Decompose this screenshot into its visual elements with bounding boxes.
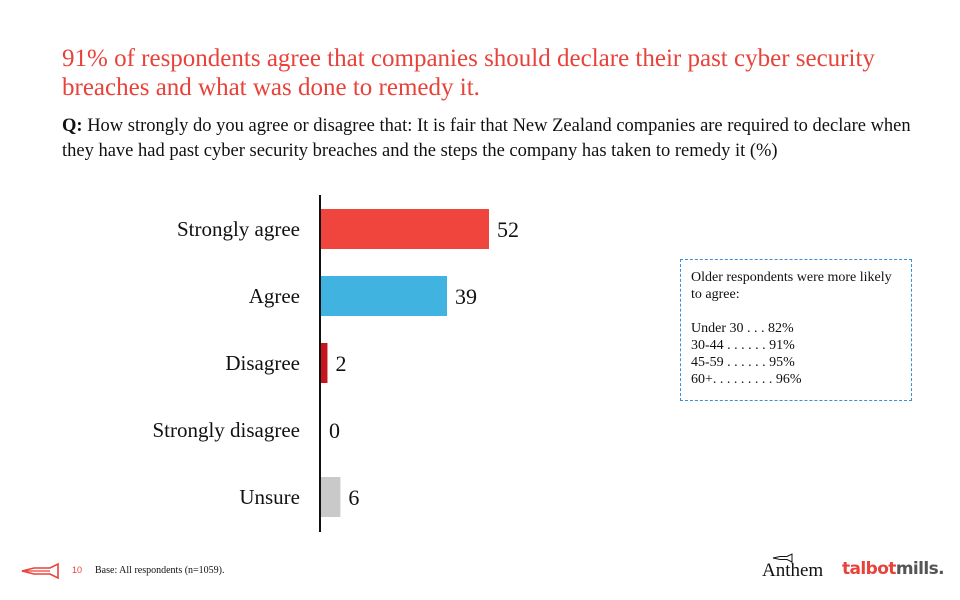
bar <box>321 276 447 316</box>
age-callout-box: Older respondents were more likely to ag… <box>680 259 912 401</box>
category-label: Agree <box>249 284 300 308</box>
callout-stat-row: Under 30 . . . 82% <box>691 321 794 336</box>
trumpet-logo-icon <box>21 562 59 580</box>
callout-stats: Under 30 . . . 82% 30-44 . . . . . . 91%… <box>691 320 901 388</box>
talbotmills-logo-part2: mills. <box>895 559 945 579</box>
callout-stat-row: 45-59 . . . . . . 95% <box>691 355 795 370</box>
value-label: 52 <box>497 217 519 242</box>
talbotmills-logo: talbotmills. <box>842 559 945 579</box>
bar <box>321 209 489 249</box>
page-headline: 91% of respondents agree that companies … <box>62 45 875 101</box>
bar <box>321 477 341 517</box>
question-prefix: Q: <box>62 116 83 136</box>
category-label: Unsure <box>239 485 300 509</box>
talbotmills-logo-part1: talbot <box>842 559 896 579</box>
value-label: 6 <box>348 485 359 510</box>
callout-title: Older respondents were more likely to ag… <box>691 270 892 302</box>
category-label: Strongly disagree <box>152 418 300 442</box>
page-number: 10 <box>72 565 83 575</box>
anthem-trumpet-icon <box>772 553 793 563</box>
value-label: 2 <box>335 351 346 376</box>
value-labels: 52 39 2 0 6 <box>329 217 519 510</box>
category-label: Disagree <box>225 351 300 375</box>
survey-question: Q: How strongly do you agree or disagree… <box>62 114 922 164</box>
callout-stat-row: 60+. . . . . . . . . 96% <box>691 372 802 387</box>
base-note: Base: All respondents (n=1059). <box>95 565 225 576</box>
category-labels: Strongly agree Agree Disagree Strongly disa… <box>152 217 300 509</box>
category-label: Strongly agree <box>177 217 300 241</box>
bar <box>321 343 328 383</box>
value-label: 39 <box>455 284 477 309</box>
callout-stat-row: 30-44 . . . . . . 91% <box>691 338 795 353</box>
value-label: 0 <box>329 418 340 443</box>
bars <box>321 209 489 517</box>
anthem-logo: Anthem <box>762 560 824 581</box>
question-text: How strongly do you agree or disagree th… <box>62 116 911 161</box>
